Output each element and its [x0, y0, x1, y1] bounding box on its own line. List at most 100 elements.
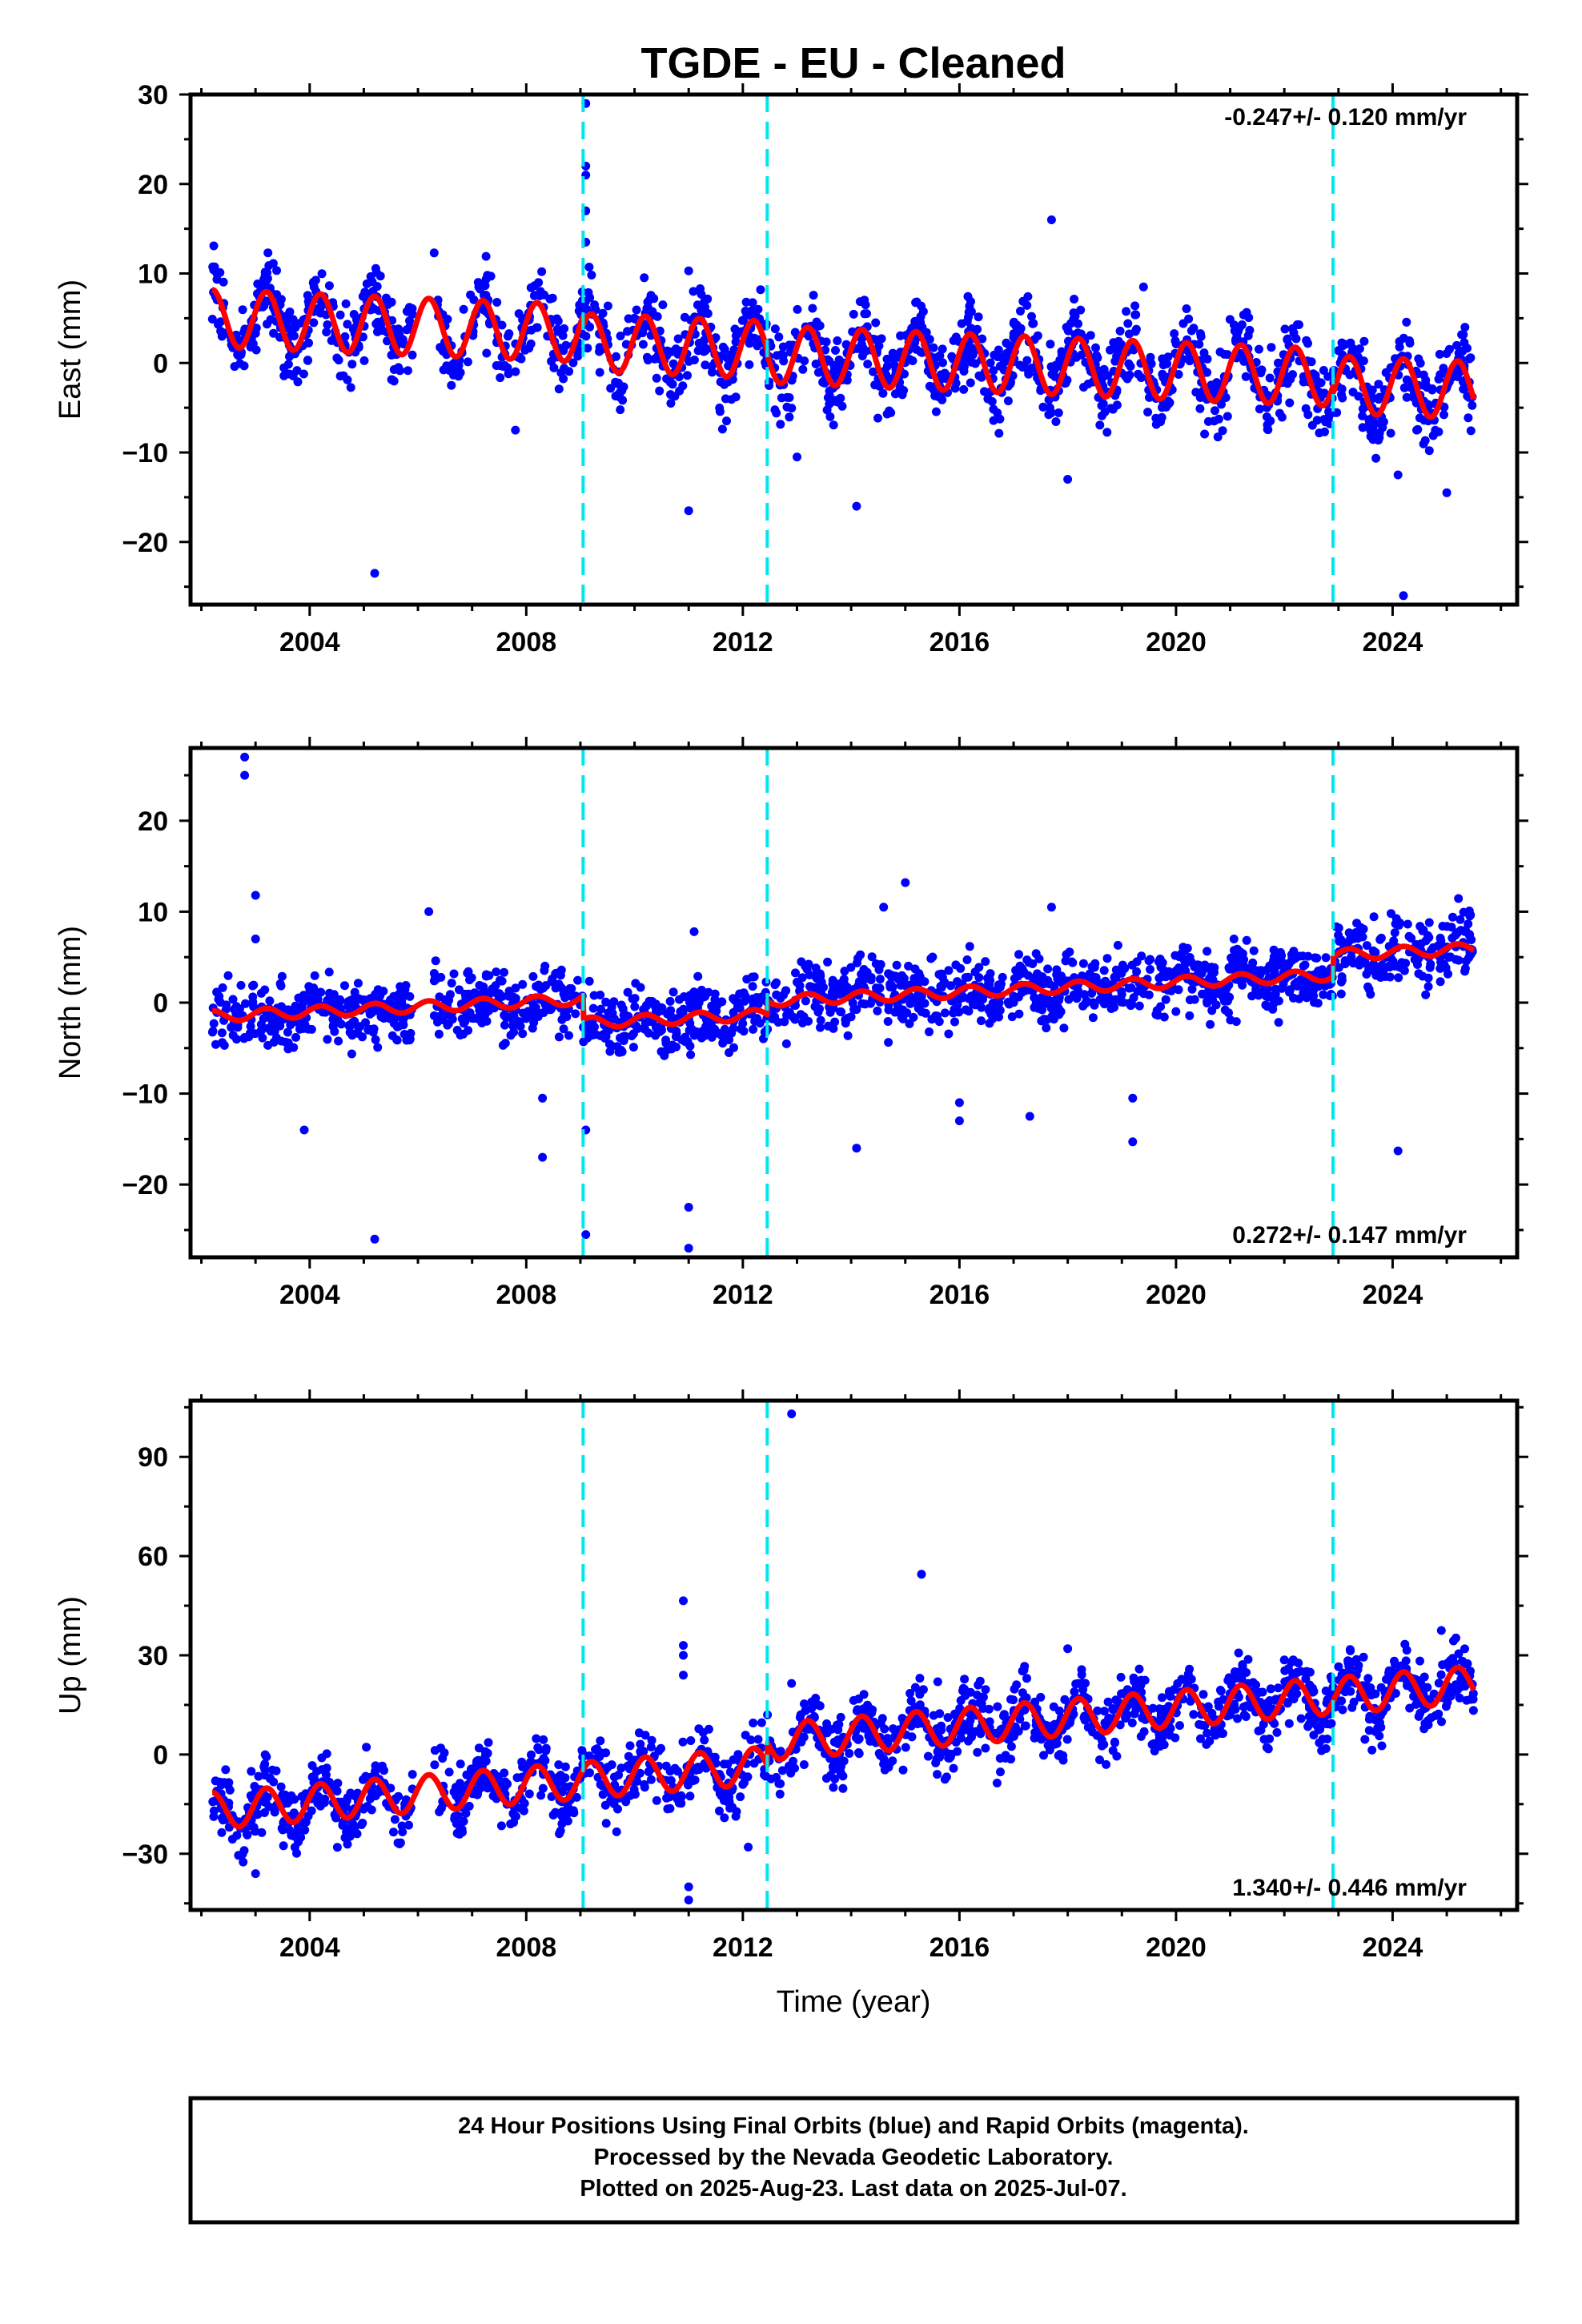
- data-point: [1315, 428, 1324, 438]
- data-point: [405, 1035, 415, 1045]
- outlier-point: [852, 501, 861, 511]
- data-point: [834, 990, 844, 999]
- data-point: [1435, 977, 1445, 987]
- data-point: [904, 961, 913, 971]
- data-point: [299, 991, 308, 1000]
- data-point: [285, 308, 295, 316]
- data-point: [270, 1807, 279, 1817]
- data-point: [279, 371, 289, 380]
- data-point: [518, 1029, 528, 1039]
- data-point: [981, 1743, 990, 1753]
- data-point: [235, 359, 245, 368]
- data-point: [456, 368, 465, 377]
- data-point: [506, 1819, 516, 1829]
- data-point: [1001, 1751, 1010, 1760]
- data-point: [588, 1003, 598, 1013]
- data-point: [538, 983, 548, 993]
- data-point: [556, 368, 566, 377]
- data-point: [1018, 363, 1027, 372]
- data-point: [498, 991, 507, 1001]
- data-point: [346, 383, 355, 392]
- data-point: [789, 1012, 797, 1022]
- data-point: [1304, 1711, 1314, 1721]
- data-point: [1186, 326, 1196, 336]
- data-point: [1230, 954, 1239, 963]
- data-point: [853, 954, 862, 963]
- data-point: [279, 363, 289, 372]
- data-point: [1338, 393, 1347, 403]
- data-point: [976, 1729, 986, 1739]
- data-point: [724, 377, 733, 387]
- data-point: [571, 1009, 580, 1019]
- data-point: [335, 310, 345, 320]
- data-point: [704, 1724, 713, 1734]
- data-point: [960, 1675, 970, 1684]
- data-point: [862, 309, 871, 319]
- data-point: [1347, 952, 1356, 962]
- data-point: [798, 364, 808, 374]
- data-point: [973, 324, 982, 334]
- data-point: [556, 971, 565, 980]
- data-point: [1358, 423, 1367, 432]
- data-point: [961, 348, 970, 358]
- data-point: [685, 1026, 694, 1035]
- data-point: [398, 1015, 408, 1025]
- data-point: [998, 972, 1007, 982]
- data-point: [1402, 392, 1411, 402]
- data-point: [379, 987, 388, 996]
- data-point: [1103, 991, 1113, 1001]
- data-point: [469, 295, 479, 304]
- data-point: [324, 967, 334, 977]
- data-point: [940, 1008, 950, 1018]
- data-point: [603, 301, 612, 311]
- data-point: [827, 987, 837, 997]
- data-point: [939, 977, 949, 987]
- data-point: [681, 1035, 691, 1045]
- data-point: [324, 281, 334, 291]
- data-point: [638, 340, 648, 349]
- data-point: [459, 1029, 468, 1039]
- data-point: [343, 997, 353, 1007]
- data-point: [886, 408, 896, 417]
- data-point: [905, 1019, 914, 1028]
- data-point: [1073, 328, 1082, 338]
- data-point: [619, 1036, 628, 1045]
- data-point: [652, 1795, 661, 1805]
- data-point: [1307, 420, 1317, 430]
- data-point: [1185, 1011, 1195, 1020]
- data-point: [1134, 1001, 1144, 1011]
- data-point: [943, 1713, 953, 1723]
- data-point: [332, 1843, 342, 1852]
- outlier-point: [251, 935, 260, 943]
- data-point: [1074, 319, 1082, 328]
- data-point: [1387, 1667, 1396, 1676]
- data-point: [1099, 364, 1109, 374]
- data-point: [585, 1768, 594, 1778]
- data-point: [1203, 1728, 1212, 1738]
- data-point: [1412, 425, 1421, 435]
- data-point: [628, 994, 637, 1003]
- data-point: [1460, 323, 1470, 332]
- data-point: [1241, 1712, 1251, 1721]
- x-tick-label: 2004: [279, 1280, 340, 1310]
- data-point: [738, 1019, 748, 1028]
- data-point: [464, 1801, 474, 1811]
- data-point: [1399, 333, 1408, 343]
- data-point: [1247, 991, 1257, 1001]
- x-tick-label: 2004: [279, 627, 340, 657]
- data-point: [554, 1760, 564, 1770]
- data-point: [1315, 1738, 1324, 1747]
- data-point: [1284, 1719, 1294, 1728]
- data-point: [693, 300, 702, 310]
- data-point: [1106, 1004, 1116, 1013]
- data-point: [1435, 349, 1444, 359]
- data-point: [1086, 331, 1095, 340]
- data-point: [496, 373, 505, 383]
- data-point: [1124, 359, 1134, 368]
- data-point: [1106, 345, 1114, 355]
- outlier-point: [684, 506, 693, 516]
- data-point: [1187, 984, 1197, 994]
- data-point: [560, 1815, 570, 1824]
- data-point: [1241, 372, 1251, 381]
- data-point: [530, 281, 540, 291]
